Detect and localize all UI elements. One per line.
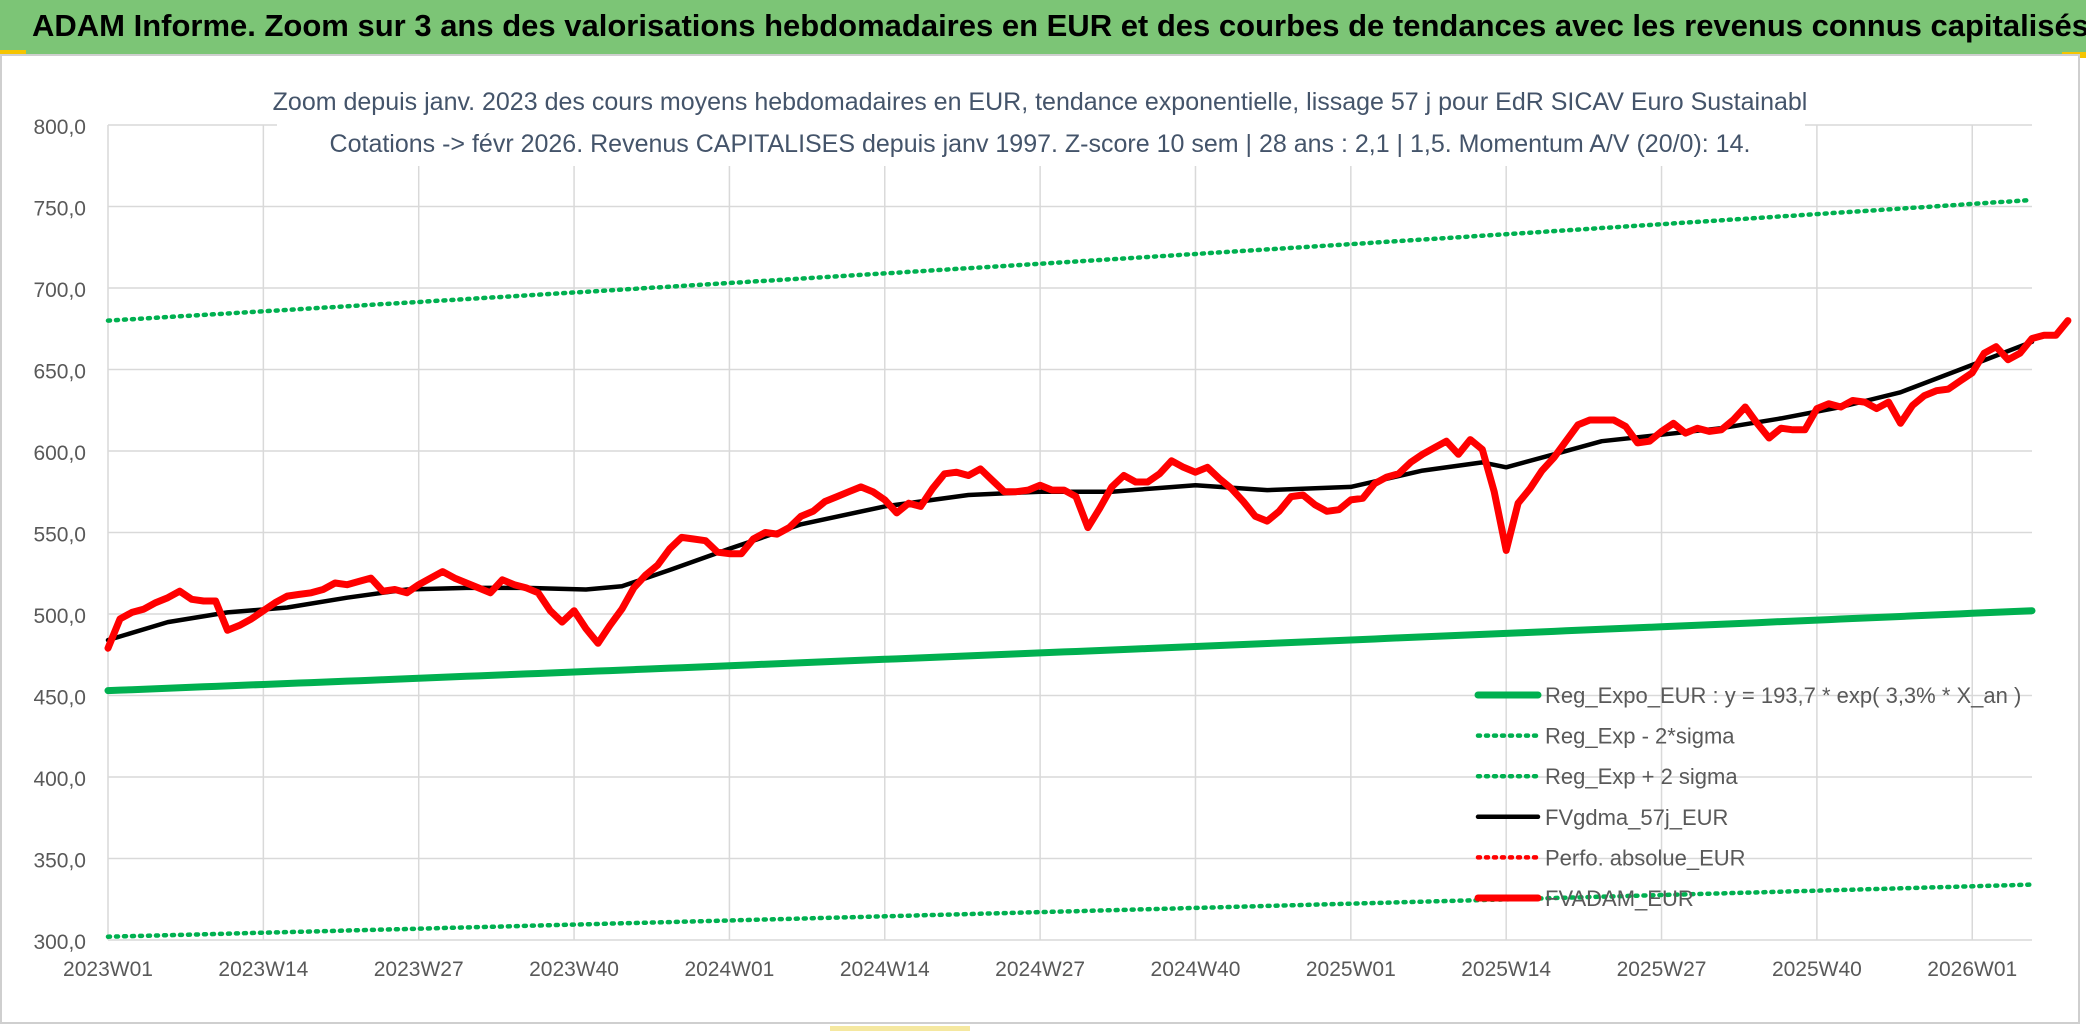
fvadam-price-line <box>104 317 2072 652</box>
y-tick-label: 350,0 <box>33 850 86 873</box>
x-tick-label: 2025W01 <box>1306 958 1396 981</box>
y-tick-label: 550,0 <box>33 524 86 547</box>
chart-title-line2: Cotations -> févr 2026. Revenus CAPITALI… <box>330 130 1751 158</box>
accent-stripe-left <box>0 50 26 56</box>
grid <box>107 124 2032 941</box>
regression-minus-2sigma-line <box>105 882 2035 939</box>
y-axis-ticks: 300,0 350,0 400,0 450,0 500,0 550,0 600,0 650,0… <box>33 116 86 954</box>
x-tick-label: 2023W27 <box>374 958 464 981</box>
accent-stripe-bottom <box>830 1026 970 1031</box>
legend-label: Reg_Exp - 2*sigma <box>1545 724 1735 749</box>
x-tick-label: 2024W40 <box>1151 958 1241 981</box>
x-tick-label: 2023W01 <box>63 958 153 981</box>
series-group <box>104 197 2072 939</box>
y-tick-label: 600,0 <box>33 442 86 465</box>
regression-line <box>104 607 2036 695</box>
x-axis-ticks: 2023W01 2023W14 2023W27 2023W40 2024W01 2024W… <box>63 958 2017 981</box>
y-tick-label: 500,0 <box>33 605 86 628</box>
legend-label: Reg_Expo_EUR : y = 193,7 * exp( 3,3% * X… <box>1545 683 2021 708</box>
y-tick-label: 400,0 <box>33 768 86 791</box>
regression-plus-2sigma-line <box>105 197 2035 323</box>
y-tick-label: 650,0 <box>33 361 86 384</box>
legend-label: Reg_Exp + 2 sigma <box>1545 764 1738 789</box>
y-tick-label: 800,0 <box>33 116 86 139</box>
x-tick-label: 2025W40 <box>1772 958 1862 981</box>
title-banner: ADAM Informe. Zoom sur 3 ans des valoris… <box>0 0 2086 58</box>
chart-title-backdrop <box>277 80 1805 166</box>
x-tick-label: 2024W14 <box>840 958 930 981</box>
y-tick-label: 450,0 <box>33 687 86 710</box>
report-title: ADAM Informe. Zoom sur 3 ans des valoris… <box>32 8 2086 43</box>
legend: Reg_Expo_EUR : y = 193,7 * exp( 3,3% * X… <box>1474 683 2021 911</box>
legend-label: Perfo. absolue_EUR <box>1545 845 1746 870</box>
legend-label: FVADAM_EUR <box>1545 886 1694 911</box>
chart-title-line1: Zoom depuis janv. 2023 des cours moyens … <box>273 88 1808 116</box>
y-tick-label: 750,0 <box>33 198 86 221</box>
x-tick-label: 2023W40 <box>529 958 619 981</box>
y-tick-label: 700,0 <box>33 279 86 302</box>
legend-label: FVgdma_57j_EUR <box>1545 805 1728 830</box>
x-tick-label: 2024W01 <box>684 958 774 981</box>
y-tick-label: 300,0 <box>33 931 86 954</box>
x-tick-label: 2025W27 <box>1617 958 1707 981</box>
x-tick-label: 2023W14 <box>218 958 308 981</box>
x-tick-label: 2026W01 <box>1927 958 2017 981</box>
x-tick-label: 2024W27 <box>995 958 1085 981</box>
x-tick-label: 2025W14 <box>1461 958 1551 981</box>
